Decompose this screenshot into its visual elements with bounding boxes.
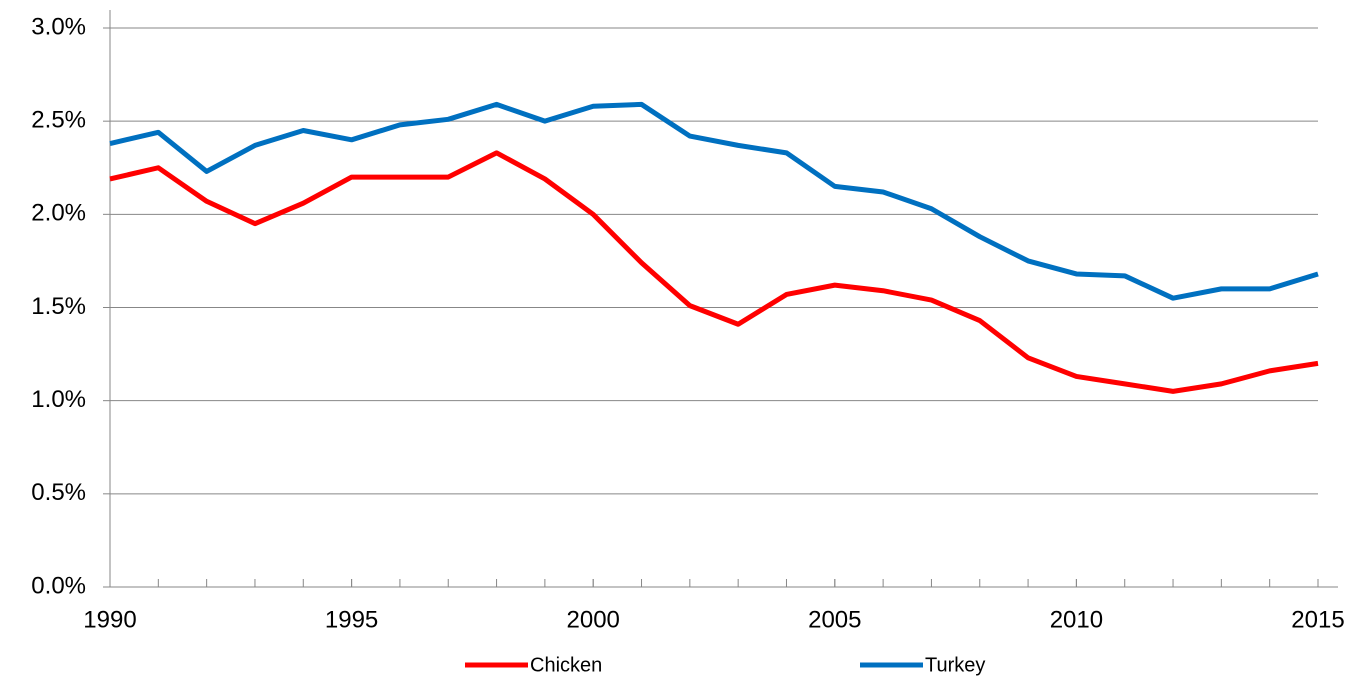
y-tick-label: 1.0% (31, 386, 86, 413)
y-tick-label: 1.5% (31, 293, 86, 320)
legend-label: Turkey (925, 654, 985, 676)
y-tick-label: 2.0% (31, 200, 86, 227)
series-line (109, 101, 1319, 301)
x-tick-label: 2015 (1291, 606, 1344, 633)
y-tick-label: 2.5% (31, 107, 86, 134)
legend-label: Chicken (530, 654, 602, 676)
x-tick-label: 2010 (1050, 606, 1103, 633)
y-tick-label: 3.0% (31, 13, 86, 40)
x-tick-label: 2005 (808, 606, 861, 633)
x-tick-label: 1990 (83, 606, 136, 633)
x-tick-label: 2000 (567, 606, 620, 633)
y-tick-label: 0.5% (31, 479, 86, 506)
y-tick-label: 0.0% (31, 572, 86, 599)
series-line (109, 150, 1319, 394)
x-tick-label: 1995 (325, 606, 378, 633)
